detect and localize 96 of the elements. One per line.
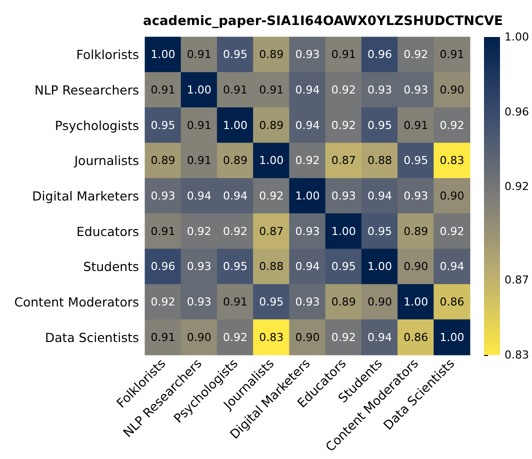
data-label: 0.90 bbox=[367, 296, 392, 308]
data-label: 0.93 bbox=[150, 190, 176, 202]
data-label: 0.92 bbox=[259, 190, 284, 202]
data-label: 0.92 bbox=[440, 224, 464, 238]
data-label: 0.86 bbox=[440, 296, 464, 308]
data-label: 0.95 bbox=[259, 296, 284, 308]
data-label: 0.94 bbox=[295, 260, 320, 274]
data-label: 0.92 bbox=[223, 330, 248, 344]
data-label: 0.91 bbox=[404, 118, 428, 132]
data-label: 1.00 bbox=[404, 296, 428, 308]
data-label: 0.91 bbox=[223, 296, 248, 308]
data-label: 0.94 bbox=[440, 260, 464, 274]
y-tick-label: Psychologists bbox=[54, 118, 139, 133]
data-label: 0.92 bbox=[150, 296, 176, 308]
data-label: 0.91 bbox=[150, 84, 176, 96]
data-label: 0.95 bbox=[150, 118, 176, 132]
data-label: 0.88 bbox=[367, 154, 392, 168]
data-label: 1.00 bbox=[440, 330, 464, 344]
chart-title: academic_paper-SIA1I64OAWX0YLZSHUDCTNCVE bbox=[143, 14, 503, 29]
data-label: 0.83 bbox=[259, 330, 284, 344]
data-label: 0.92 bbox=[295, 154, 320, 168]
data-label: 1.00 bbox=[367, 260, 392, 274]
color-bar-label: 0.96 bbox=[504, 105, 530, 118]
data-label: 1.00 bbox=[259, 154, 284, 168]
data-label: 0.87 bbox=[259, 224, 284, 238]
data-label: 0.92 bbox=[223, 224, 248, 238]
data-label: 0.93 bbox=[295, 224, 320, 238]
data-label: 0.90 bbox=[186, 330, 212, 344]
y-tick-label: NLP Researchers bbox=[34, 82, 139, 98]
data-label: 0.91 bbox=[150, 330, 176, 344]
data-label: 0.96 bbox=[150, 260, 176, 274]
y-tick-label: Folklorists bbox=[76, 47, 139, 62]
data-label: 0.94 bbox=[367, 330, 392, 344]
data-label: 0.95 bbox=[404, 154, 428, 168]
data-label: 0.93 bbox=[404, 84, 428, 96]
data-label: 0.91 bbox=[186, 118, 212, 132]
data-label: 0.90 bbox=[295, 330, 320, 344]
data-label: 0.90 bbox=[404, 260, 428, 274]
color-bar-label: 0.92 bbox=[504, 180, 530, 194]
data-label: 0.92 bbox=[404, 48, 428, 62]
data-label: 0.91 bbox=[223, 84, 248, 96]
y-tick-label: Digital Marketers bbox=[32, 188, 139, 204]
data-label: 0.92 bbox=[440, 118, 464, 132]
y-tick-label: Students bbox=[83, 259, 139, 274]
data-label: 0.93 bbox=[295, 296, 320, 308]
data-label: 0.93 bbox=[331, 190, 356, 202]
data-label: 0.93 bbox=[186, 296, 212, 308]
data-label: 0.88 bbox=[259, 260, 284, 274]
data-label: 1.00 bbox=[331, 224, 356, 238]
data-label: 0.95 bbox=[223, 48, 248, 62]
data-label: 0.95 bbox=[331, 260, 356, 274]
data-label: 0.94 bbox=[295, 118, 320, 132]
color-bar-label: 0.83 bbox=[504, 348, 530, 362]
data-label: 0.91 bbox=[331, 48, 356, 62]
data-label: 0.94 bbox=[367, 190, 392, 202]
data-label: 0.89 bbox=[223, 154, 248, 168]
data-label: 0.90 bbox=[440, 190, 464, 202]
data-label: 0.92 bbox=[331, 330, 356, 344]
data-label: 0.91 bbox=[150, 224, 176, 238]
color-bar-label: 1.00 bbox=[504, 30, 530, 44]
y-tick-label: Content Moderators bbox=[14, 294, 139, 310]
data-label: 1.00 bbox=[186, 84, 212, 96]
data-label: 0.89 bbox=[150, 154, 176, 168]
data-label: 0.91 bbox=[259, 84, 284, 96]
data-label: 0.91 bbox=[186, 48, 212, 62]
data-label: 0.94 bbox=[186, 190, 212, 202]
data-label: 0.86 bbox=[404, 330, 428, 344]
data-label: 1.00 bbox=[295, 190, 320, 202]
data-label: 1.00 bbox=[223, 118, 248, 132]
data-label: 0.93 bbox=[186, 260, 212, 274]
y-tick-label: Journalists bbox=[73, 153, 139, 168]
data-label: 0.91 bbox=[440, 48, 464, 62]
data-label: 0.92 bbox=[331, 84, 356, 96]
data-label: 1.00 bbox=[150, 48, 176, 62]
data-label: 0.92 bbox=[186, 224, 212, 238]
data-label: 0.95 bbox=[223, 260, 248, 274]
data-label: 0.92 bbox=[331, 118, 356, 132]
data-label: 0.89 bbox=[404, 224, 428, 238]
data-label: 0.89 bbox=[259, 48, 284, 62]
data-label: 0.91 bbox=[186, 154, 212, 168]
data-label: 0.93 bbox=[404, 190, 428, 202]
data-label: 0.95 bbox=[367, 224, 392, 238]
data-label: 0.87 bbox=[331, 154, 356, 168]
data-label: 0.94 bbox=[223, 190, 248, 202]
data-label: 0.83 bbox=[440, 154, 464, 168]
data-label: 0.93 bbox=[295, 48, 320, 62]
data-label: 0.93 bbox=[367, 84, 392, 96]
data-label: 0.89 bbox=[331, 296, 356, 308]
y-tick-label: Data Scientists bbox=[44, 330, 139, 345]
data-label: 0.90 bbox=[440, 84, 464, 96]
data-label: 0.94 bbox=[295, 84, 320, 96]
data-label: 0.89 bbox=[259, 118, 284, 132]
color-bar-label: 0.87 bbox=[504, 274, 530, 287]
y-tick-label: Educators bbox=[76, 224, 139, 239]
data-label: 0.96 bbox=[367, 48, 392, 62]
data-label: 0.95 bbox=[367, 118, 392, 132]
